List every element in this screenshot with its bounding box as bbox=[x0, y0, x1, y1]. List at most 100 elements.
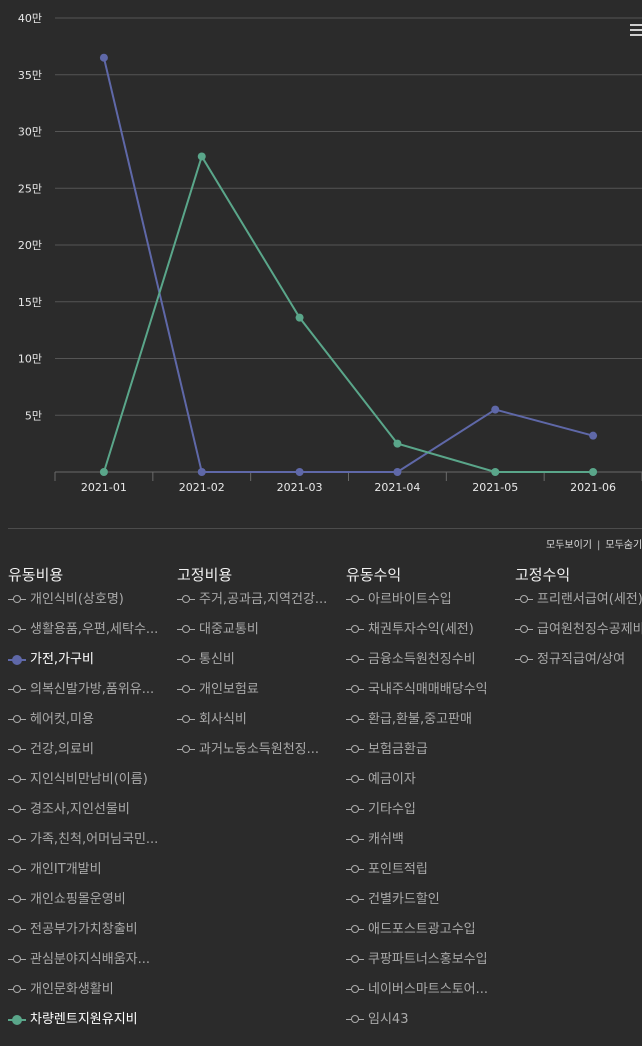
data-point[interactable] bbox=[589, 468, 598, 476]
data-point[interactable] bbox=[295, 313, 304, 322]
x-tick-label: 2021-01 bbox=[81, 481, 127, 494]
data-point[interactable] bbox=[99, 53, 108, 62]
legend-item[interactable]: 생활용품,우편,세탁수... bbox=[0, 620, 170, 650]
legend-item[interactable]: 건별카드할인 bbox=[338, 890, 508, 920]
legend-marker-icon bbox=[177, 590, 195, 610]
legend-item-label: 헤어컷,미용 bbox=[30, 712, 94, 727]
toggle-separator: | bbox=[597, 540, 601, 551]
legend-item-label: 전공부가가치창출비 bbox=[30, 922, 138, 937]
legend-marker-icon bbox=[346, 980, 364, 1000]
legend-item[interactable]: 대중교통비 bbox=[169, 620, 339, 650]
legend-item-label: 가전,가구비 bbox=[30, 652, 94, 667]
legend-item[interactable]: 의복신발가방,품위유... bbox=[0, 680, 170, 710]
legend-item[interactable]: 전공부가가치창출비 bbox=[0, 920, 170, 950]
hide-all-button[interactable]: 모두숨기 bbox=[605, 540, 642, 551]
legend-marker-icon bbox=[346, 770, 364, 790]
y-tick-label: 25만 bbox=[18, 182, 42, 195]
legend-item[interactable]: 쿠팡파트너스홍보수입 bbox=[338, 950, 508, 980]
legend-marker-icon bbox=[8, 980, 26, 1000]
legend-item-label: 건강,의료비 bbox=[30, 742, 94, 757]
legend-marker-icon bbox=[515, 620, 533, 640]
legend-item[interactable]: 과거노동소득원천징... bbox=[169, 740, 339, 770]
data-point[interactable] bbox=[197, 468, 206, 476]
legend-marker-icon bbox=[8, 920, 26, 940]
legend-column: 유동수익 아르바이트수입 채권투자수익(세전) 금융소득원천징수비 국내주식매매배당수익… bbox=[338, 560, 508, 1040]
legend-marker-icon bbox=[177, 620, 195, 640]
legend-item-label: 개인IT개발비 bbox=[30, 862, 102, 877]
legend-item[interactable]: 보험금환급 bbox=[338, 740, 508, 770]
legend-item[interactable]: 차량렌트지원유지비 bbox=[0, 1010, 170, 1040]
legend-item-label: 금융소득원천징수비 bbox=[368, 652, 476, 667]
legend-marker-icon bbox=[346, 950, 364, 970]
data-point[interactable] bbox=[99, 468, 108, 476]
data-point[interactable] bbox=[491, 468, 500, 476]
legend-item[interactable]: 관심분야지식배움자... bbox=[0, 950, 170, 980]
legend-group-title: 유동비용 bbox=[8, 566, 64, 584]
legend-item[interactable]: 건강,의료비 bbox=[0, 740, 170, 770]
show-all-button[interactable]: 모두보이기 bbox=[546, 540, 592, 551]
legend-item[interactable]: 네이버스마트스토어... bbox=[338, 980, 508, 1010]
legend-item-label: 네이버스마트스토어... bbox=[368, 982, 489, 997]
legend-item[interactable]: 지인식비만남비(이름) bbox=[0, 770, 170, 800]
x-tick-label: 2021-04 bbox=[374, 481, 420, 494]
y-tick-label: 40만 bbox=[18, 12, 42, 25]
legend-item[interactable]: 통신비 bbox=[169, 650, 339, 680]
legend-item[interactable]: 개인문화생활비 bbox=[0, 980, 170, 1010]
legend-item[interactable]: 애드포스트광고수입 bbox=[338, 920, 508, 950]
legend-item[interactable]: 기타수입 bbox=[338, 800, 508, 830]
legend-item[interactable]: 금융소득원천징수비 bbox=[338, 650, 508, 680]
legend-item[interactable]: 정규직급여/상여 bbox=[507, 650, 642, 680]
legend-item[interactable]: 개인IT개발비 bbox=[0, 860, 170, 890]
legend-item[interactable]: 경조사,지인선물비 bbox=[0, 800, 170, 830]
legend-item-label: 관심분야지식배움자... bbox=[30, 952, 151, 967]
legend-item[interactable]: 가전,가구비 bbox=[0, 650, 170, 680]
legend-item[interactable]: 주거,공과금,지역건강... bbox=[169, 590, 339, 620]
legend-item[interactable]: 헤어컷,미용 bbox=[0, 710, 170, 740]
legend-item[interactable]: 회사식비 bbox=[169, 710, 339, 740]
legend-item[interactable]: 급여원천징수공제비 bbox=[507, 620, 642, 650]
legend-item[interactable]: 가족,친척,어머님국민... bbox=[0, 830, 170, 860]
legend-item[interactable]: 국내주식매매배당수익 bbox=[338, 680, 508, 710]
legend-item[interactable]: 예금이자 bbox=[338, 770, 508, 800]
data-point[interactable] bbox=[295, 468, 304, 476]
series-line bbox=[102, 57, 594, 473]
legend-item[interactable]: 프리랜서급여(세전) bbox=[507, 590, 642, 620]
chart-menu-icon[interactable] bbox=[630, 24, 642, 38]
legend-item-label: 가족,친척,어머님국민... bbox=[30, 832, 159, 847]
legend-item[interactable]: 개인쇼핑몰운영비 bbox=[0, 890, 170, 920]
legend-marker-icon bbox=[8, 770, 26, 790]
legend-item[interactable]: 아르바이트수입 bbox=[338, 590, 508, 620]
legend-item-label: 국내주식매매배당수익 bbox=[368, 682, 488, 697]
data-point[interactable] bbox=[197, 152, 206, 161]
legend-item-label: 급여원천징수공제비 bbox=[537, 622, 642, 637]
legend-item-label: 예금이자 bbox=[368, 772, 416, 787]
data-point[interactable] bbox=[589, 431, 598, 440]
legend-marker-icon bbox=[8, 860, 26, 880]
legend-marker-icon bbox=[8, 890, 26, 910]
x-tick-label: 2021-06 bbox=[570, 481, 616, 494]
legend-item[interactable]: 포인트적립 bbox=[338, 860, 508, 890]
legend-marker-icon bbox=[346, 920, 364, 940]
legend-marker-icon bbox=[8, 620, 26, 640]
legend-marker-icon bbox=[8, 950, 26, 970]
legend-item[interactable]: 임시43 bbox=[338, 1010, 508, 1040]
legend-item[interactable]: 개인식비(상호명) bbox=[0, 590, 170, 620]
legend-item[interactable]: 캐쉬백 bbox=[338, 830, 508, 860]
legend-item-label: 생활용품,우편,세탁수... bbox=[30, 622, 159, 637]
x-tick-label: 2021-05 bbox=[472, 481, 518, 494]
legend-group-title: 고정비용 bbox=[177, 566, 233, 584]
legend-marker-icon bbox=[8, 710, 26, 730]
data-point[interactable] bbox=[393, 468, 402, 476]
data-point[interactable] bbox=[491, 405, 500, 414]
legend-item[interactable]: 채권투자수익(세전) bbox=[338, 620, 508, 650]
data-point[interactable] bbox=[393, 439, 402, 448]
legend-item-label: 차량렌트지원유지비 bbox=[30, 1012, 138, 1027]
legend-item[interactable]: 개인보험료 bbox=[169, 680, 339, 710]
legend-marker-icon bbox=[177, 650, 195, 670]
x-tick-label: 2021-03 bbox=[277, 481, 323, 494]
x-tick-label: 2021-02 bbox=[179, 481, 225, 494]
legend-item-label: 캐쉬백 bbox=[368, 832, 404, 847]
legend-item[interactable]: 환급,환불,중고판매 bbox=[338, 710, 508, 740]
